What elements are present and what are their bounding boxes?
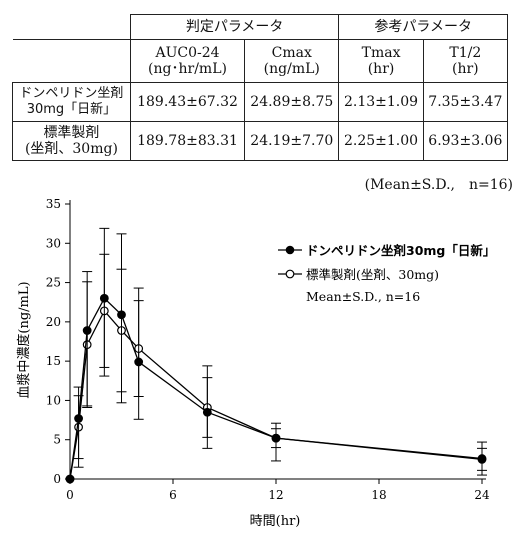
y-axis-label: 血漿中濃度(ng/mL) — [16, 281, 32, 398]
legend-label: 標準製剤(坐剤、30mg) — [306, 267, 439, 282]
data-point — [271, 433, 281, 443]
y-tick-label: 20 — [46, 315, 61, 329]
column-name: T1/2 — [449, 45, 482, 61]
row-label-test: ドンペリドン坐剤 30mg「日新」 — [12, 82, 131, 122]
table-corner — [12, 14, 131, 40]
legend-marker-filled — [285, 245, 295, 255]
cell-value: 7.35±3.47 — [422, 82, 509, 122]
data-point — [82, 326, 92, 335]
cell-value: 189.43±67.32 — [129, 82, 246, 122]
cell-value: 24.19±7.70 — [244, 121, 340, 161]
column-unit: (ng･hr/mL) — [148, 61, 227, 77]
column-unit: (hr) — [452, 61, 479, 77]
data-point — [65, 474, 75, 484]
column-name: Cmax — [271, 45, 312, 61]
chart-series — [65, 227, 487, 484]
table-note: (Mean±S.D., n=16) — [364, 177, 513, 193]
y-tick-label: 5 — [53, 433, 61, 447]
y-tick-label: 25 — [46, 276, 61, 290]
x-tick-label: 0 — [66, 488, 74, 502]
y-tick-label: 10 — [46, 393, 61, 407]
data-point — [99, 293, 109, 303]
data-point — [117, 310, 126, 320]
group-primary-header: 判定パラメータ — [129, 14, 340, 40]
chart-legend: ドンペリドン坐剤30mg「日新」標準製剤(坐剤、30mg) Mean±S.D., … — [278, 243, 495, 304]
column-unit: (hr) — [367, 61, 395, 77]
table-row: ドンペリドン坐剤 30mg「日新」 189.43±67.32 24.89±8.75… — [12, 82, 509, 122]
group-reference-header: 参考パラメータ — [338, 14, 508, 40]
column-header-thalf: T1/2 (hr) — [422, 39, 509, 83]
x-tick-label: 12 — [268, 488, 283, 502]
y-tick-label: 35 — [46, 197, 61, 211]
x-axis-label: 時間(hr) — [250, 514, 301, 529]
x-tick-label: 24 — [474, 488, 490, 502]
legend-marker-open — [285, 269, 295, 279]
y-tick-label: 0 — [53, 472, 61, 486]
pk-parameter-table: 判定パラメータ 参考パラメータ AUC0-24 (ng･hr/mL) Cmax (n… — [12, 14, 509, 161]
legend-label: ドンペリドン坐剤30mg「日新」 — [306, 243, 495, 258]
data-point — [134, 357, 144, 367]
cell-value: 189.78±83.31 — [129, 121, 246, 161]
column-name: AUC0-24 — [155, 45, 220, 61]
row-label-line1: ドンペリドン坐剤 — [19, 86, 124, 101]
legend-note: Mean±S.D., n=16 — [306, 289, 420, 304]
column-header-auc: AUC0-24 (ng･hr/mL) — [129, 39, 246, 83]
table-corner-lower — [12, 39, 131, 83]
cell-value: 6.93±3.06 — [422, 121, 509, 161]
column-name: Tmax — [361, 45, 401, 61]
row-label-line2: (坐剤、30mg) — [24, 141, 118, 157]
data-point — [477, 454, 487, 463]
data-point — [74, 414, 83, 423]
series-test — [65, 227, 487, 484]
column-unit: (ng/mL) — [263, 61, 320, 77]
y-tick-label: 15 — [46, 354, 61, 368]
cell-value: 2.13±1.09 — [338, 82, 424, 122]
cell-value: 24.89±8.75 — [244, 82, 340, 122]
y-tick-label: 30 — [46, 236, 61, 250]
cell-value: 2.25±1.00 — [338, 121, 424, 161]
data-point — [202, 407, 212, 417]
column-header-cmax: Cmax (ng/mL) — [244, 39, 340, 83]
row-label-line2: 30mg「日新」 — [26, 102, 117, 117]
row-label-line1: 標準製剤 — [43, 125, 100, 141]
column-header-tmax: Tmax (hr) — [338, 39, 424, 83]
table-row: 標準製剤 (坐剤、30mg) 189.78±83.31 24.19±7.70 2.… — [12, 121, 509, 161]
concentration-time-chart: 0 5 10 15 20 25 30 35 0 6 12 18 24 ドンペリドン坐剤30mg「日新」標… — [16, 197, 495, 529]
x-tick-label: 18 — [371, 488, 386, 502]
row-label-reference: 標準製剤 (坐剤、30mg) — [12, 121, 131, 161]
x-tick-label: 6 — [169, 488, 177, 502]
series-reference — [65, 253, 487, 484]
